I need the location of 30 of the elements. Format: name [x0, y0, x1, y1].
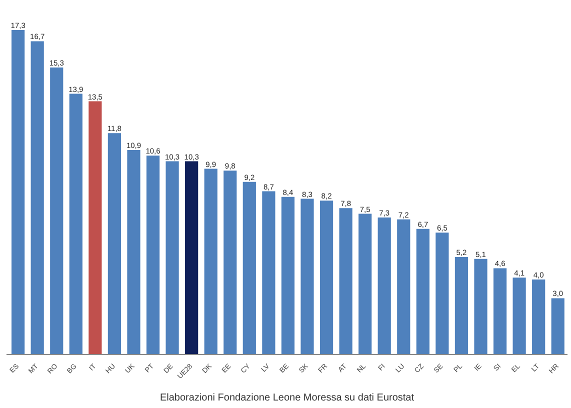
bar — [146, 156, 160, 354]
bar — [185, 161, 198, 354]
bar — [493, 268, 507, 354]
bar — [320, 200, 334, 354]
bar — [339, 208, 352, 354]
bar — [436, 232, 449, 354]
bar — [50, 67, 64, 354]
bar — [262, 191, 276, 354]
bar — [358, 214, 372, 354]
bar — [454, 256, 468, 354]
text: Elaborazioni Fondazione Leone Moressa su dati Eurostat — [160, 392, 414, 404]
bar — [378, 218, 391, 354]
bar — [69, 94, 82, 354]
bar — [242, 182, 256, 354]
bar — [416, 228, 430, 354]
bar — [532, 279, 546, 354]
bar — [127, 150, 140, 354]
bar — [474, 258, 488, 354]
bar — [397, 219, 410, 354]
bar — [88, 101, 102, 354]
bar — [300, 198, 314, 354]
bar — [204, 168, 218, 354]
bar — [166, 161, 179, 354]
bar — [551, 298, 564, 354]
bar — [281, 196, 295, 354]
bar — [30, 41, 44, 354]
bar — [512, 278, 526, 354]
bar — [224, 170, 237, 354]
bar — [12, 30, 25, 354]
bar — [108, 133, 122, 354]
